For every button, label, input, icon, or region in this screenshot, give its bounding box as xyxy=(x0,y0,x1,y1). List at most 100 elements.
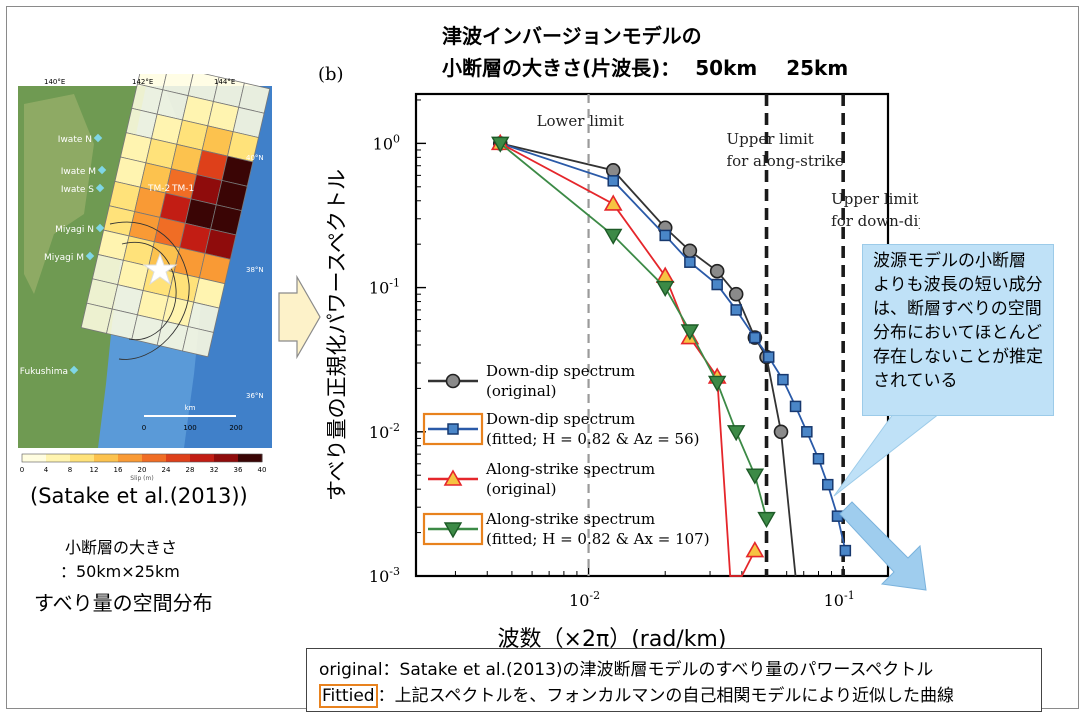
x-tick-exponent: -1 xyxy=(844,589,855,602)
definition-note: original：Satake et al.(2013)の津波断層モデルのすべり… xyxy=(306,648,1042,712)
note-fitted: Fittied ：上記スペクトルを、フォンカルマンの自己相関モデルにより近似した曲… xyxy=(319,681,955,708)
station-marker xyxy=(69,365,79,375)
colorbar-swatch xyxy=(94,454,119,462)
limit-line-label: Upper limit xyxy=(831,190,918,208)
callout-pointer xyxy=(833,410,945,497)
data-point xyxy=(812,453,825,465)
x-tick-exponent: -2 xyxy=(589,589,600,602)
legend-label: Along-strike spectrum xyxy=(485,510,655,528)
series-line xyxy=(500,142,797,577)
latitude-label: 38°N xyxy=(246,266,264,274)
title-line-2: 小断層の大きさ(片波長)： 50km 25km xyxy=(442,52,848,81)
chart-panel-label: (b) xyxy=(318,64,344,85)
y-tick-exponent: -1 xyxy=(389,277,400,290)
longitude-label: 140°E xyxy=(44,78,65,86)
y-tick-label: 10-2 xyxy=(369,421,400,442)
colorbar-tick: 32 xyxy=(210,466,219,474)
latitude-label: 40°N xyxy=(246,154,264,162)
data-point xyxy=(445,373,461,389)
colorbar-tick: 20 xyxy=(138,466,147,474)
colorbar-label: Slip (m) xyxy=(130,475,153,482)
scale-tick: 100 xyxy=(183,424,196,432)
data-point xyxy=(447,423,459,435)
callout-line: 波源モデルの小断層 xyxy=(873,251,1026,271)
data-point xyxy=(745,540,765,558)
colorbar-tick: 36 xyxy=(234,466,243,474)
place-label: TM-2 xyxy=(147,184,170,194)
citation: (Satake et al.(2013)) xyxy=(30,484,248,508)
place-label: Miyagi M xyxy=(44,253,84,263)
down-right-arrow-icon xyxy=(839,501,927,591)
latitude-label: 36°N xyxy=(246,392,264,400)
data-point xyxy=(605,163,621,178)
colorbar-swatch xyxy=(46,454,71,462)
x-tick-label: 10-2 xyxy=(569,589,600,610)
place-label: Fukushima xyxy=(20,367,68,377)
colorbar-swatch xyxy=(70,454,95,462)
data-point xyxy=(656,280,675,297)
slip-contour xyxy=(109,221,190,360)
subfault-size-value: ：50km×25km xyxy=(60,562,180,581)
colorbar-swatch xyxy=(190,454,215,462)
data-point xyxy=(801,426,813,438)
data-point xyxy=(726,425,746,442)
original-label: original xyxy=(319,660,383,680)
data-point xyxy=(603,194,623,211)
place-label: Iwate S xyxy=(61,185,94,195)
data-point xyxy=(777,373,789,386)
data-point xyxy=(680,324,700,341)
y-tick-label: 100 xyxy=(373,132,400,153)
data-point xyxy=(762,351,775,363)
title-prefix: 小断層の大きさ(片波長)： xyxy=(442,56,681,80)
callout-line: よりも波長の短い成分 xyxy=(873,275,1043,295)
callout-line: 存在しないことが推定 xyxy=(873,347,1043,367)
data-point xyxy=(730,304,742,316)
land-highlands xyxy=(24,94,94,294)
colorbar-swatch xyxy=(118,454,143,462)
colorbar-tick: 4 xyxy=(44,466,49,474)
colorbar-tick: 28 xyxy=(186,466,195,474)
epicenter-star-icon xyxy=(142,252,178,286)
y-tick-label: 10-1 xyxy=(369,277,400,298)
subfault-size-label: 小断層の大きさ xyxy=(65,538,178,557)
callout-line: は、断層すべりの空間 xyxy=(873,299,1042,319)
legend-sublabel: (original) xyxy=(486,382,557,400)
station-marker xyxy=(95,183,105,193)
legend-label: Along-strike spectrum xyxy=(485,460,655,478)
legend-sublabel: (fitted; H = 0.82 & Az = 56) xyxy=(486,430,699,448)
size-a: 50km xyxy=(695,56,758,80)
data-point xyxy=(773,424,789,440)
note-original: original：Satake et al.(2013)の津波断層モデルのすべり… xyxy=(319,655,933,680)
data-point xyxy=(839,544,852,557)
limit-line-label: for along-strike xyxy=(727,152,844,170)
plot-area xyxy=(414,92,890,578)
series-dd_fit xyxy=(494,137,852,557)
place-label: Miyagi N xyxy=(55,225,94,235)
colorbar-frame xyxy=(21,453,263,463)
data-point xyxy=(682,243,698,259)
fitted-text: ：上記スペクトルを、フォンカルマンの自己相関モデルにより近似した曲線 xyxy=(377,686,955,706)
slip-distribution-map: 140°E 142°E 144°E 40°N 38°N 36°N Iwate N Iwate … xyxy=(14,74,276,484)
data-point xyxy=(707,375,727,392)
y-tick-exponent: -2 xyxy=(389,421,400,434)
colorbar-swatch xyxy=(166,454,191,462)
data-point xyxy=(443,522,463,539)
fitted-label: Fittied xyxy=(319,684,378,708)
data-point xyxy=(749,331,761,344)
fault-grid xyxy=(80,74,271,358)
size-b: 25km xyxy=(786,56,849,80)
limit-line-label: for down-dip xyxy=(831,212,920,230)
series-as_fit xyxy=(491,136,776,529)
longitude-label: 144°E xyxy=(214,78,235,86)
x-axis-label: 波数（×2π）(rad/km) xyxy=(498,627,727,650)
colorbar-tick: 0 xyxy=(20,466,24,474)
colorbar-tick: 8 xyxy=(68,466,72,474)
legend-label: Down-dip spectrum xyxy=(486,362,635,380)
legend: Down-dip spectrum (original) Down-dip spec… xyxy=(422,362,710,548)
colorbar-tick: 40 xyxy=(258,466,267,474)
callout-box: 波源モデルの小断層 よりも波長の短い成分 は、断層すべりの空間 分布においてほと… xyxy=(862,244,1054,416)
series-line xyxy=(499,142,768,519)
y-tick-exponent: -3 xyxy=(389,565,400,578)
station-marker xyxy=(85,251,95,261)
